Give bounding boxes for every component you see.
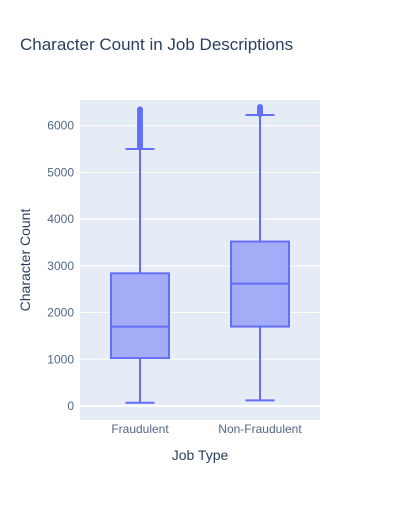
y-axis-ticks: 0 1000 2000 3000 4000 5000 6000: [47, 119, 74, 413]
outlier-point: [137, 106, 143, 113]
box-fraudulent: [110, 106, 170, 404]
x-tick-label: Fraudulent: [111, 422, 169, 436]
x-tick-label: Non-Fraudulent: [218, 422, 302, 436]
y-tick-label: 5000: [47, 165, 74, 179]
box-layer: [110, 104, 290, 404]
chart-title: Character Count in Job Descriptions: [20, 35, 293, 54]
y-axis-title: Character Count: [17, 209, 33, 312]
box-non-fraudulent: [230, 104, 290, 402]
x-axis-ticks: Fraudulent Non-Fraudulent: [111, 422, 302, 436]
outlier-point: [257, 104, 263, 111]
iqr-box: [110, 272, 170, 360]
y-tick-label: 2000: [47, 306, 74, 320]
y-tick-label: 6000: [47, 119, 74, 133]
y-tick-label: 0: [67, 399, 74, 413]
y-tick-label: 1000: [47, 352, 74, 366]
y-tick-label: 3000: [47, 259, 74, 273]
x-axis-title: Job Type: [172, 447, 229, 463]
y-tick-label: 4000: [47, 212, 74, 226]
